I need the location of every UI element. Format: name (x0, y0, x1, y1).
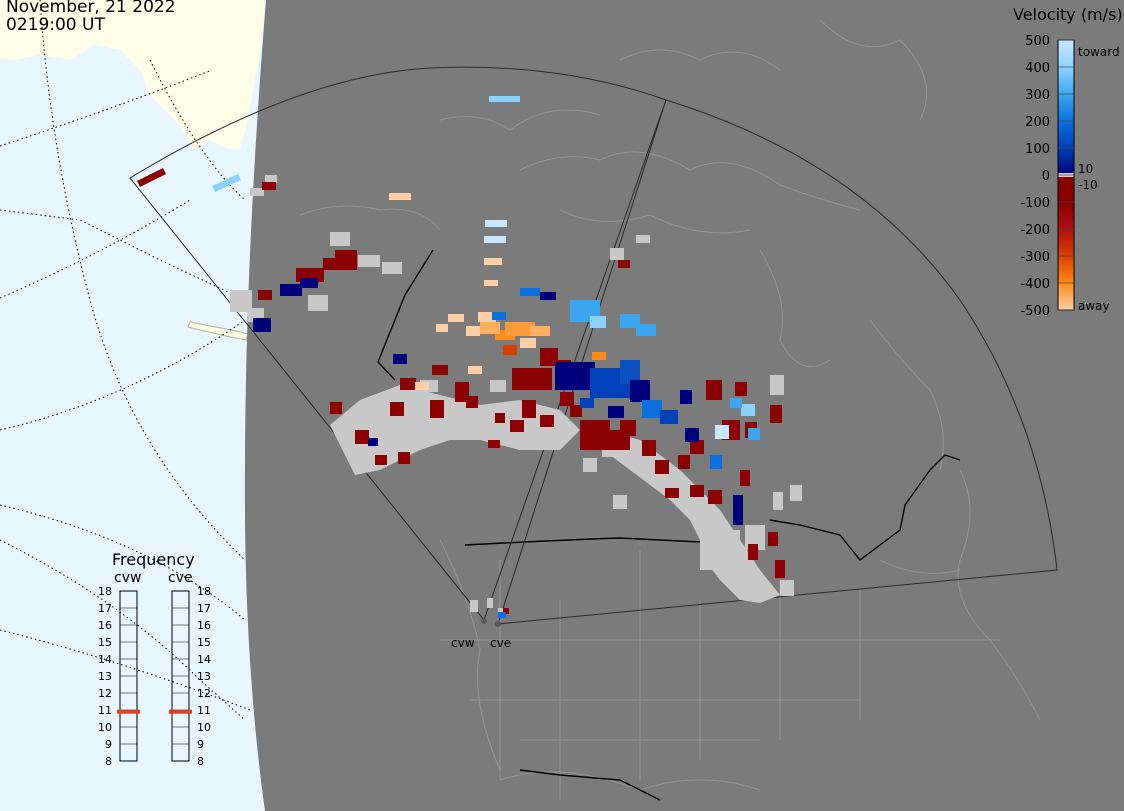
frequency-tick-label: 16 (197, 619, 211, 632)
alaska-landmass (0, 0, 265, 150)
velocity-colorbar-band (1058, 256, 1074, 284)
time-label: 0219:00 UT (6, 15, 105, 35)
velocity-colorbar-band (1058, 283, 1074, 311)
cve-radar-site (495, 621, 501, 627)
velocity-tick-label: 400 (1025, 61, 1050, 76)
velocity-tick-label: 300 (1025, 88, 1050, 103)
velocity-tick-label: -300 (1020, 250, 1050, 265)
velocity-label-minus10: -10 (1078, 178, 1098, 192)
frequency-tick-label: 11 (98, 704, 112, 717)
velocity-colorbar-band (1058, 121, 1074, 149)
frequency-panel: Frequency cvw cve 18 17 16 15 14 13 12 11 10 9 8 18… (98, 550, 211, 768)
frequency-tick-label: 13 (98, 670, 112, 683)
geographic-borders (299, 19, 1041, 800)
frequency-tick-label: 8 (105, 755, 112, 768)
cvw-radar-site (481, 618, 487, 624)
frequency-tick-label: 14 (98, 653, 112, 666)
frequency-tick-label: 9 (197, 738, 204, 751)
velocity-colorbar-band (1058, 175, 1074, 203)
velocity-label-plus10: 10 (1078, 162, 1093, 176)
radar-fields-of-view (129, 66, 1058, 625)
frequency-tick-label: 16 (98, 619, 112, 632)
frequency-tick-label: 12 (197, 687, 211, 700)
velocity-colorbar: 500 400 300 200 100 0 -100 -200 -300 -400 -500 towa… (1020, 34, 1119, 319)
frequency-radar-right-label: cve (168, 570, 193, 586)
date-label: November, 21 2022 (6, 0, 176, 17)
frequency-radar-left-label: cvw (114, 570, 141, 586)
velocity-tick-label: 0 (1042, 169, 1050, 184)
velocity-colorbar-band (1058, 229, 1074, 257)
velocity-tick-label: -400 (1020, 277, 1050, 292)
frequency-title: Frequency (112, 550, 195, 569)
velocity-tick-label: 500 (1025, 34, 1050, 49)
frequency-marker-left (117, 709, 140, 714)
frequency-tick-label: 17 (98, 602, 112, 615)
velocity-scale-title: Velocity (m/s) (1013, 5, 1123, 24)
cve-field-of-view (497, 99, 1058, 625)
frequency-tick-label: 18 (197, 585, 211, 598)
cve-site-label: cve (490, 636, 511, 650)
cvw-site-label: cvw (451, 636, 475, 650)
frequency-tick-label: 10 (197, 721, 211, 734)
velocity-cells-toward-cool (212, 96, 760, 618)
velocity-colorbar-band (1058, 40, 1074, 68)
latitude-grid (0, 0, 251, 721)
frequency-tick-label: 11 (197, 704, 211, 717)
velocity-colorbar-band (1058, 94, 1074, 122)
velocity-tick-label: 200 (1025, 115, 1050, 130)
velocity-cells-away-warm (389, 193, 606, 390)
frequency-tick-label: 17 (197, 602, 211, 615)
velocity-tick-label: -500 (1020, 304, 1050, 319)
frequency-tick-label: 15 (98, 636, 112, 649)
frequency-tick-label: 13 (197, 670, 211, 683)
frequency-tick-label: 10 (98, 721, 112, 734)
frequency-tick-label: 8 (197, 755, 204, 768)
frequency-tick-label: 12 (98, 687, 112, 700)
national-borders (377, 249, 961, 801)
velocity-tick-label: -200 (1020, 223, 1050, 238)
frequency-tick-label: 14 (197, 653, 211, 666)
cvw-field-of-view (129, 66, 667, 621)
velocity-colorbar-band (1058, 67, 1074, 95)
velocity-label-away: away (1078, 299, 1110, 313)
frequency-tick-label: 9 (105, 738, 112, 751)
frequency-marker-right (169, 709, 192, 714)
velocity-label-toward: toward (1078, 45, 1120, 59)
velocity-tick-label: 100 (1025, 142, 1050, 157)
frequency-tick-label: 15 (197, 636, 211, 649)
velocity-colorbar-band (1058, 202, 1074, 230)
frequency-tick-label: 18 (98, 585, 112, 598)
dayside-region (244, 0, 1124, 811)
velocity-colorbar-band (1058, 148, 1074, 176)
velocity-tick-label: -100 (1020, 196, 1050, 211)
island-chain (187, 321, 249, 341)
